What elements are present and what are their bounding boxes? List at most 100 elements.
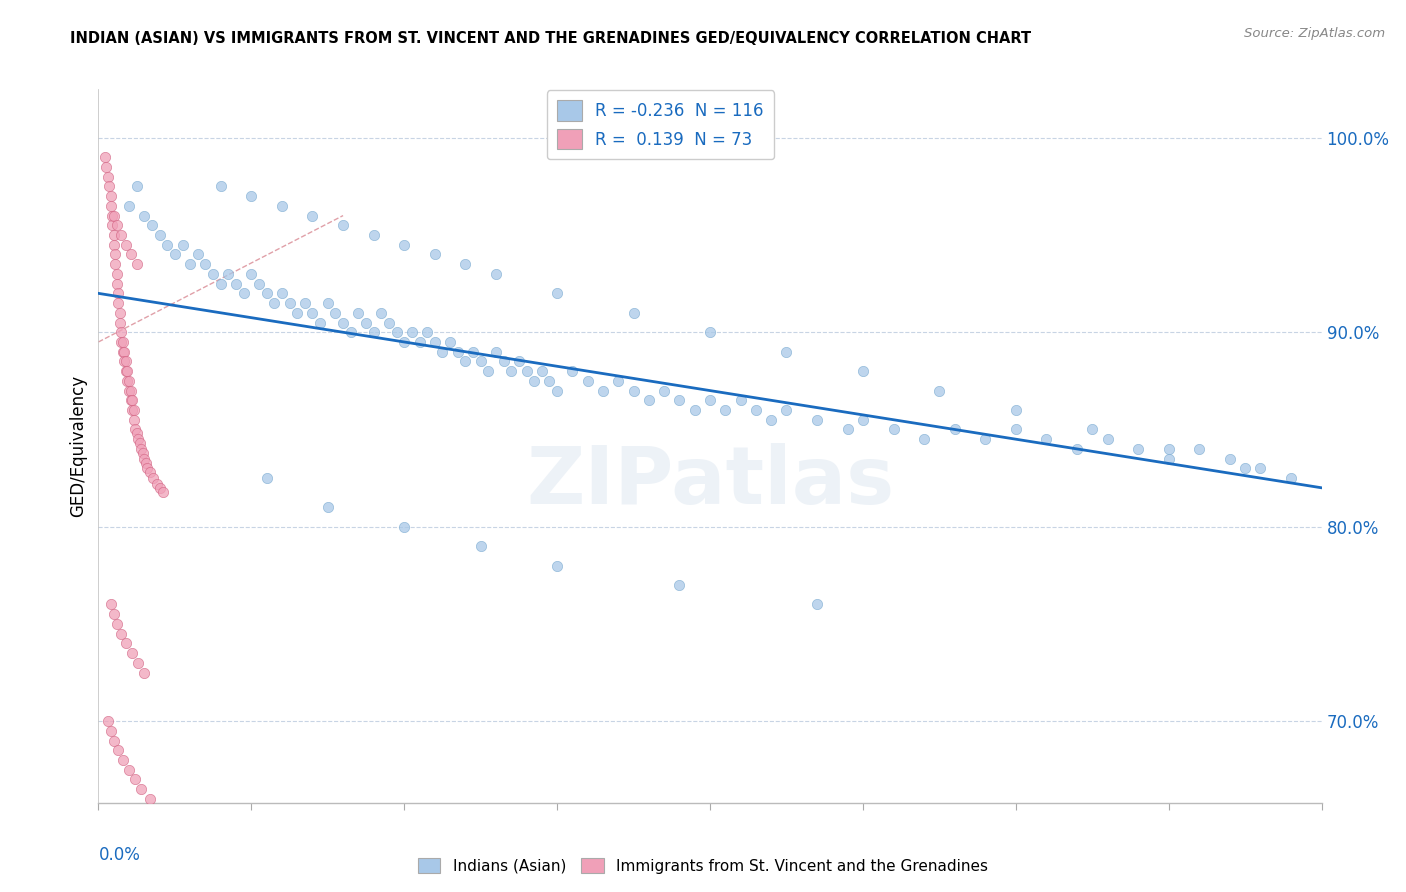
Point [172,237,194,252]
Point [592,384,614,398]
Point [1035,432,1057,446]
Point [423,334,446,349]
Point [256,471,278,485]
Point [127,656,149,670]
Point [149,227,172,242]
Point [470,539,492,553]
Point [392,334,416,349]
Point [103,607,125,622]
Point [477,364,499,378]
Point [111,334,134,349]
Point [136,461,159,475]
Point [134,209,156,223]
Point [98,179,121,194]
Legend: R = -0.236  N = 116, R =  0.139  N = 73: R = -0.236 N = 116, R = 0.139 N = 73 [547,90,773,160]
Point [316,500,339,515]
Point [806,598,828,612]
Point [392,237,416,252]
Point [135,456,157,470]
Point [561,364,583,378]
Point [111,753,134,767]
Point [128,436,150,450]
Point [118,384,141,398]
Point [263,296,285,310]
Point [118,374,141,388]
Point [163,247,186,261]
Point [354,316,377,330]
Point [447,344,470,359]
Point [120,393,142,408]
Point [1234,461,1257,475]
Point [93,150,115,164]
Text: 0.0%: 0.0% [98,846,141,863]
Point [1157,451,1180,466]
Point [100,199,122,213]
Point [129,442,152,456]
Point [202,267,225,281]
Point [134,451,156,466]
Point [121,403,143,417]
Point [117,364,139,378]
Point [423,247,446,261]
Point [928,384,950,398]
Point [107,286,129,301]
Point [270,199,292,213]
Point [508,354,530,368]
Point [1004,403,1026,417]
Point [759,413,782,427]
Point [546,558,568,573]
Point [316,296,339,310]
Point [325,306,347,320]
Point [339,325,361,339]
Point [523,374,546,388]
Point [714,403,737,417]
Point [461,344,484,359]
Point [145,477,167,491]
Point [124,772,146,787]
Point [332,316,354,330]
Point [97,714,120,728]
Point [122,403,145,417]
Point [103,209,125,223]
Point [247,277,270,291]
Point [730,393,752,408]
Point [149,481,172,495]
Point [118,199,141,213]
Point [301,209,323,223]
Y-axis label: GED/Equivalency: GED/Equivalency [69,375,87,517]
Point [883,422,905,436]
Point [347,306,370,320]
Point [378,316,401,330]
Point [607,374,630,388]
Point [115,354,138,368]
Point [132,446,155,460]
Point [309,316,332,330]
Point [401,325,423,339]
Point [538,374,561,388]
Point [103,227,125,242]
Point [501,364,523,378]
Point [270,286,292,301]
Point [530,364,553,378]
Point [105,616,128,631]
Point [225,277,247,291]
Point [363,227,385,242]
Point [454,354,477,368]
Point [134,665,156,680]
Point [120,247,142,261]
Point [852,364,875,378]
Point [1157,442,1180,456]
Point [416,325,439,339]
Point [485,344,508,359]
Point [105,267,128,281]
Point [125,257,148,271]
Point [576,374,599,388]
Point [125,179,148,194]
Point [108,316,131,330]
Legend: Indians (Asian), Immigrants from St. Vincent and the Grenadines: Indians (Asian), Immigrants from St. Vin… [412,852,994,880]
Point [408,334,430,349]
Point [668,393,690,408]
Point [285,306,308,320]
Point [115,364,138,378]
Point [112,354,135,368]
